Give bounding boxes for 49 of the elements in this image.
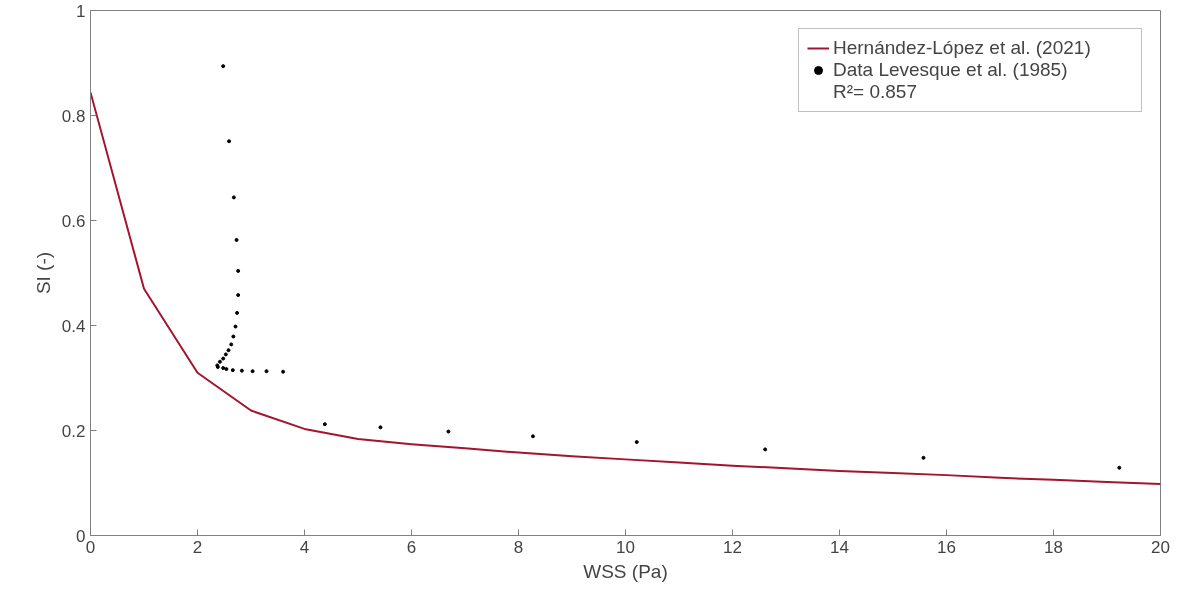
x-tick-label: 20 [1151,537,1170,557]
point [221,356,226,361]
point [223,352,228,357]
x-tick-label: 8 [513,537,524,557]
point [239,368,244,373]
legend-label: Hernández-López et al. (2021) [833,37,1092,59]
point [236,293,241,298]
x-tick-label: 14 [830,537,849,557]
y-tick-label: 0.2 [61,421,86,441]
point [530,434,535,439]
point [446,429,451,434]
y-axis-title: SI (-) [32,251,54,295]
point [229,342,234,347]
point [235,310,240,315]
point [763,447,768,452]
point [224,367,229,372]
y-tick-label: 0.6 [61,211,86,231]
annotation: R²= 0.857 [833,81,918,103]
x-axis-title: WSS (Pa) [583,560,668,582]
point [233,324,238,329]
point [264,369,269,374]
point [322,422,327,427]
point [378,425,383,430]
point [634,440,639,445]
x-tick-label: 6 [406,537,417,557]
point [217,359,222,364]
point [236,268,241,273]
point [221,366,226,371]
point [281,369,286,374]
x-tick-label: 16 [937,537,956,557]
x-tick-label: 10 [616,537,635,557]
point [250,369,255,374]
x-tick-label: 4 [299,537,310,557]
x-tick-label: 18 [1044,537,1063,557]
point [221,64,226,69]
point [230,368,235,373]
x-tick-label: 2 [192,537,203,557]
y-tick-label: 0.8 [61,106,86,126]
point [227,139,232,144]
point [226,348,231,353]
legend-label: Data Levesque et al. (1985) [833,59,1069,81]
x-tick-label: 12 [723,537,742,557]
point [1117,465,1122,470]
y-tick-label: 1 [76,1,86,21]
point [921,455,926,460]
point [231,334,236,339]
point [231,195,236,200]
y-tick-label: 0.4 [61,316,86,336]
point [234,237,239,242]
